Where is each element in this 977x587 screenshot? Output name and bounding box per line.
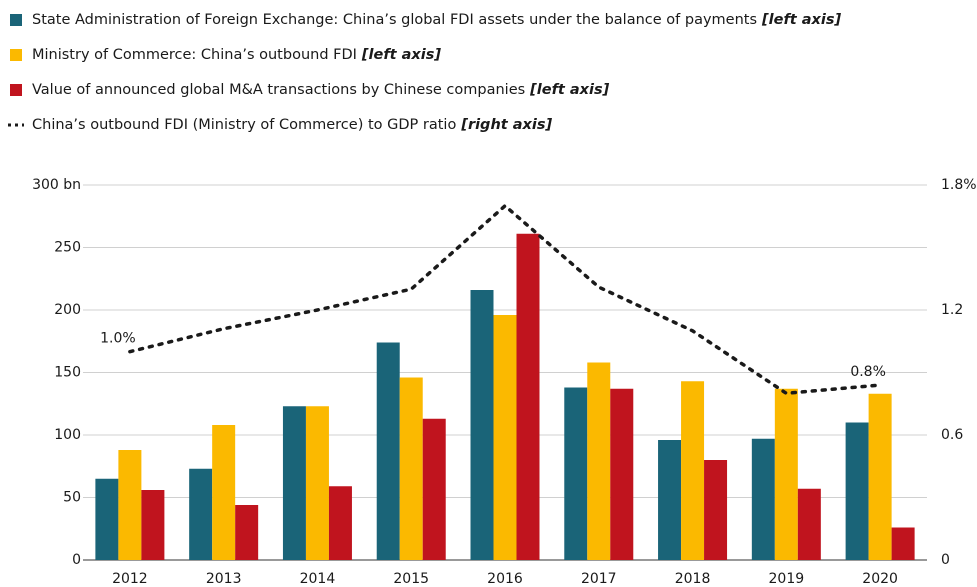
- legend-label: Ministry of Commerce: China’s outbound F…: [32, 47, 357, 63]
- legend-entry: China’s outbound FDI (Ministry of Commer…: [32, 117, 552, 133]
- bar: [470, 290, 494, 560]
- bar: [118, 450, 142, 560]
- bar: [516, 233, 540, 560]
- y-tick-label: 200: [54, 302, 81, 318]
- x-tick-label: 2013: [206, 571, 242, 587]
- legend-axis-note: [left axis]: [761, 12, 841, 28]
- legend-entry: Ministry of Commerce: China’s outbound F…: [32, 47, 441, 63]
- y2-tick-label: 0.6: [941, 427, 963, 443]
- bar: [610, 388, 634, 560]
- legend-label: China’s outbound FDI (Ministry of Commer…: [32, 117, 456, 133]
- bar: [141, 490, 165, 560]
- bar: [212, 425, 236, 560]
- y2-tick-label: 1.8%: [941, 177, 977, 193]
- y-tick-label: 300 bn: [32, 177, 81, 193]
- y-tick-label: 250: [54, 240, 81, 256]
- bar: [282, 406, 306, 560]
- bar: [189, 468, 213, 560]
- bar: [235, 505, 259, 560]
- bar: [704, 460, 728, 560]
- y-tick-label: 150: [54, 365, 81, 381]
- y-tick-label: 50: [63, 490, 81, 506]
- legend-marker: [10, 84, 22, 96]
- bar: [681, 381, 705, 560]
- bar: [868, 393, 892, 560]
- bar: [493, 315, 517, 560]
- bar: [797, 488, 821, 560]
- x-tick-label: 2016: [487, 571, 523, 587]
- bar: [658, 440, 682, 560]
- bar: [751, 438, 775, 560]
- legend-label: Value of announced global M&A transactio…: [32, 82, 525, 98]
- legend-axis-note: [right axis]: [460, 117, 552, 133]
- x-tick-label: 2014: [300, 571, 336, 587]
- legend-entry: State Administration of Foreign Exchange…: [32, 12, 841, 28]
- bar: [328, 486, 352, 560]
- bar: [564, 387, 588, 560]
- bar: [845, 422, 869, 560]
- y-tick-label: 0: [72, 552, 81, 568]
- legend: State Administration of Foreign Exchange…: [8, 12, 841, 133]
- legend-marker: [10, 14, 22, 26]
- legend-entry: Value of announced global M&A transactio…: [32, 82, 610, 98]
- legend-axis-note: [left axis]: [361, 47, 441, 63]
- x-tick-label: 2012: [112, 571, 148, 587]
- data-label: 0.8%: [850, 364, 886, 380]
- data-label: 1.0%: [100, 331, 136, 347]
- y2-tick-label: 1.2: [941, 302, 963, 318]
- bar: [587, 362, 611, 560]
- bar: [95, 478, 119, 560]
- x-tick-label: 2015: [393, 571, 429, 587]
- bar: [891, 527, 915, 560]
- legend-marker: [10, 49, 22, 61]
- bar: [376, 342, 400, 560]
- y2-tick-label: 0: [941, 552, 950, 568]
- y-tick-label: 100: [54, 427, 81, 443]
- x-tick-label: 2018: [675, 571, 711, 587]
- bar: [305, 406, 329, 560]
- x-tick-label: 2019: [769, 571, 805, 587]
- x-tick-label: 2020: [862, 571, 898, 587]
- bar: [399, 377, 423, 560]
- bar: [774, 388, 798, 560]
- x-tick-label: 2017: [581, 571, 617, 587]
- bar: [422, 418, 446, 560]
- ratio-line: [128, 203, 882, 396]
- legend-label: State Administration of Foreign Exchange…: [32, 12, 757, 28]
- legend-axis-note: [left axis]: [529, 82, 609, 98]
